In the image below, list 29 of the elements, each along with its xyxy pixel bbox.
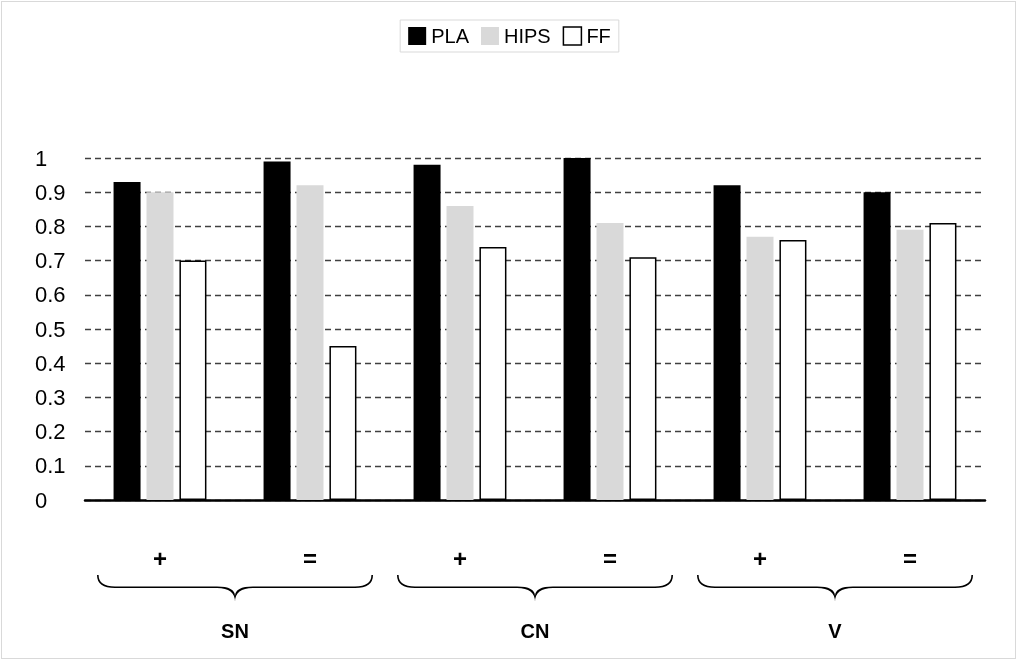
x-tick-label: + (152, 544, 168, 572)
y-tick-label: 0.6 (35, 282, 66, 308)
y-tick-label: 0.7 (35, 248, 66, 274)
bar (596, 222, 624, 500)
y-tick-label: 0.1 (35, 453, 66, 479)
y-tick-label: 0.5 (35, 316, 66, 342)
x-tick-label: = (602, 544, 618, 572)
bar (896, 229, 924, 500)
bar (146, 192, 174, 500)
x-tick-label: + (452, 544, 468, 572)
text: V (828, 620, 842, 643)
legend-label: PLA (431, 25, 470, 47)
y-tick-label: 0 (35, 487, 48, 513)
y-tick-label: 0.2 (35, 419, 66, 445)
text: SN (221, 620, 249, 643)
x-tick-label: = (902, 544, 918, 572)
bar (296, 185, 324, 500)
legend-label: HIPS (503, 25, 551, 47)
y-tick-label: 0.9 (35, 179, 66, 205)
y-tick-label: 0.8 (35, 213, 66, 239)
y-tick-label: 1 (35, 145, 48, 171)
y-tick-label: 0.3 (35, 384, 66, 410)
bar (746, 236, 774, 500)
bar (446, 205, 474, 500)
y-tick-label: 0.4 (35, 350, 66, 376)
x-tick-label: = (302, 544, 318, 572)
text: CN (520, 620, 550, 643)
legend-label: FF (586, 25, 611, 47)
x-tick-label: + (752, 544, 768, 572)
